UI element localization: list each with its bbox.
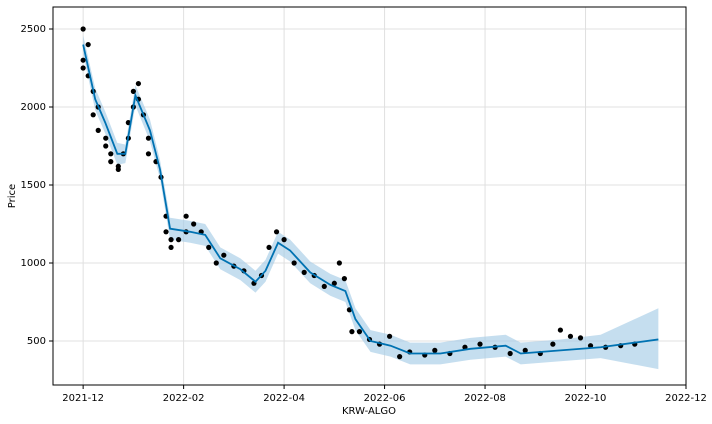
x-tick-label: 2022-04 — [263, 393, 305, 404]
data-point — [168, 244, 174, 251]
uncertainty-band — [83, 35, 659, 370]
data-point — [108, 151, 114, 157]
data-point — [321, 283, 327, 290]
x-tick-label: 2022-08 — [464, 393, 506, 404]
data-point — [213, 260, 219, 266]
x-tick-label: 2022-12 — [665, 393, 707, 404]
data-point — [587, 343, 594, 349]
data-point — [95, 127, 101, 133]
data-point — [85, 41, 91, 48]
data-point — [341, 276, 347, 282]
data-point — [206, 244, 212, 251]
data-point — [301, 269, 307, 275]
y-tick-label: 500 — [27, 336, 46, 347]
data-point — [273, 229, 280, 235]
data-point — [477, 341, 483, 347]
plot-frame — [52, 6, 687, 386]
data-point — [175, 237, 182, 243]
data-point — [168, 237, 174, 243]
data-point — [80, 26, 86, 32]
data-point — [567, 333, 574, 339]
data-point — [103, 143, 109, 149]
data-point — [291, 260, 297, 266]
data-point — [336, 260, 342, 266]
forecast-line — [82, 44, 659, 355]
data-point — [221, 252, 227, 258]
data-point — [386, 333, 393, 339]
data-point — [550, 341, 556, 347]
data-point — [145, 151, 152, 157]
data-point — [349, 329, 355, 335]
data-point — [130, 88, 136, 94]
data-point — [522, 347, 528, 353]
data-point — [183, 213, 189, 219]
data-point — [557, 327, 564, 333]
data-point — [80, 57, 86, 63]
y-tick-label: 2000 — [21, 102, 46, 113]
x-axis-label: KRW-ALGO — [342, 406, 396, 417]
data-point — [103, 135, 109, 141]
y-tick-label: 1500 — [21, 180, 46, 191]
x-tick-label: 2022-06 — [364, 393, 406, 404]
data-point — [281, 237, 287, 243]
data-point — [462, 344, 468, 350]
data-point — [135, 80, 142, 87]
data-point — [115, 166, 121, 173]
x-tick-label: 2022-02 — [163, 393, 205, 404]
data-point — [163, 229, 169, 235]
x-tick-label: 2021-12 — [62, 393, 104, 404]
data-point — [108, 159, 114, 165]
data-point — [432, 347, 438, 353]
x-tick-label: 2022-10 — [565, 393, 607, 404]
data-point — [577, 335, 584, 341]
data-point — [356, 329, 363, 335]
data-point — [266, 244, 272, 251]
data-point — [507, 350, 513, 357]
data-point — [145, 135, 152, 141]
y-tick-label: 2500 — [21, 24, 46, 35]
y-tick-label: 1000 — [21, 258, 46, 269]
data-point — [90, 112, 96, 118]
data-point — [397, 354, 403, 360]
y-axis-label: Price — [7, 184, 18, 208]
data-point — [191, 221, 197, 227]
data-point — [331, 280, 337, 286]
data-point — [80, 65, 86, 71]
